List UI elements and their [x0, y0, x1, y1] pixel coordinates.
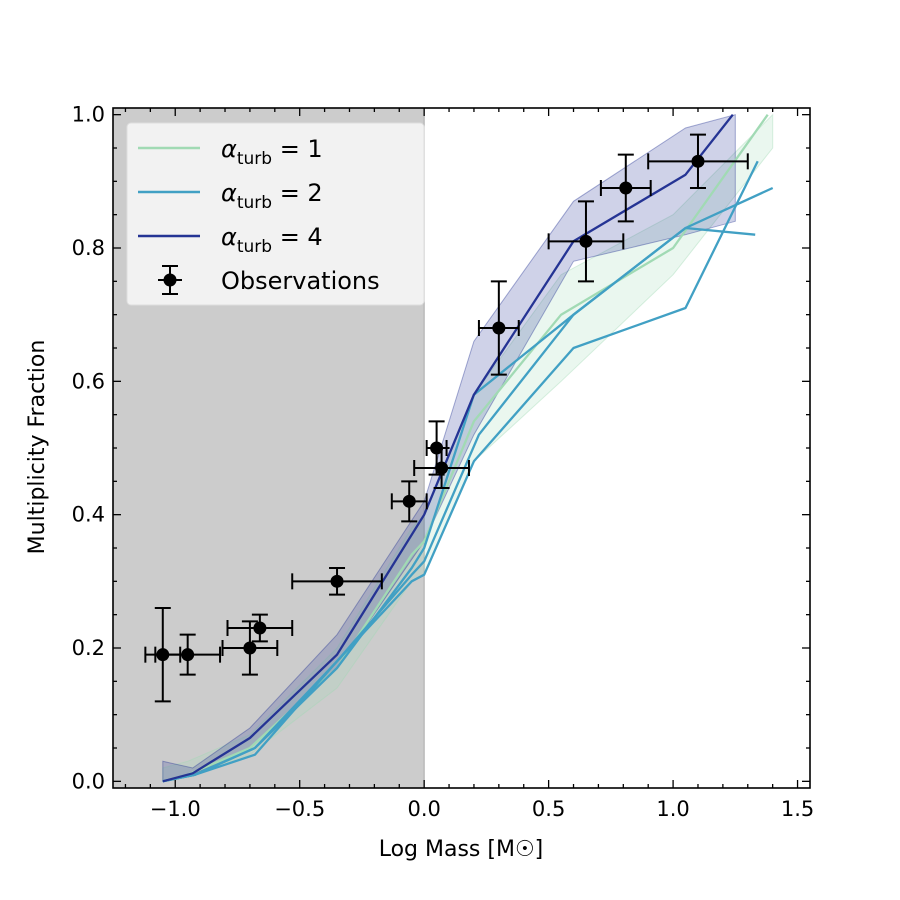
legend-label-2: αturb = 2: [221, 179, 323, 213]
x-tick-label: 1.0: [656, 797, 689, 821]
y-tick-label: 1.0: [72, 103, 105, 127]
legend-alpha: α: [221, 223, 237, 251]
obs-marker: [435, 461, 449, 475]
legend-obs-marker: [163, 273, 177, 287]
legend-eq: = 1: [272, 135, 323, 163]
observation-point-6: [390, 480, 428, 523]
observation-point-12: [647, 133, 749, 189]
obs-marker: [492, 321, 506, 335]
legend-alpha: α: [221, 179, 237, 207]
x-axis-label: Log Mass [M☉]: [379, 837, 544, 862]
observation-point-5: [291, 567, 383, 596]
y-tick-label: 0.2: [72, 636, 105, 660]
x-tick-label: 1.5: [781, 797, 814, 821]
legend-observations-symbol: [158, 265, 182, 295]
obs-marker: [243, 641, 257, 655]
y-tick-label: 0.8: [72, 236, 105, 260]
obs-marker: [691, 154, 705, 168]
legend-eq: = 4: [272, 223, 323, 251]
legend-label-3: αturb = 4: [221, 223, 323, 257]
y-axis-label: Multiplicity Fraction: [25, 340, 50, 555]
legend-eq: = 2: [272, 179, 323, 207]
legend-box: [126, 122, 425, 306]
obs-marker: [402, 494, 416, 508]
legend-label-1: αturb = 1: [221, 135, 323, 169]
x-tick-label: 0.0: [407, 797, 440, 821]
series-line-2-1: [162, 160, 759, 783]
legend-subscript: turb: [237, 237, 272, 257]
series-line-3-1: [162, 113, 734, 783]
obs-marker: [253, 621, 267, 635]
legend-alpha: α: [221, 135, 237, 163]
legend-subscript: turb: [237, 193, 272, 213]
obs-marker: [330, 574, 344, 588]
obs-marker: [181, 648, 195, 662]
observation-point-11: [599, 153, 652, 223]
observation-point-4: [226, 613, 294, 643]
x-tick-label: 0.5: [532, 797, 565, 821]
x-tick-label: −0.5: [274, 797, 325, 821]
x-tick-label: −1.0: [150, 797, 201, 821]
legend-label-observations: Observations: [221, 267, 380, 295]
observation-point-2: [154, 633, 222, 676]
obs-marker: [619, 181, 633, 195]
y-tick-label: 0.0: [72, 769, 105, 793]
obs-marker: [579, 234, 593, 248]
observation-point-3: [221, 620, 279, 676]
series-band-1: [162, 113, 774, 782]
observation-point-10: [547, 200, 625, 283]
observation-point-8: [413, 447, 470, 489]
y-tick-label: 0.4: [72, 503, 105, 527]
observation-point-9: [477, 280, 520, 376]
series-line-2-3: [162, 226, 756, 783]
legend-subscript: turb: [237, 149, 272, 169]
y-tick-label: 0.6: [72, 369, 105, 393]
